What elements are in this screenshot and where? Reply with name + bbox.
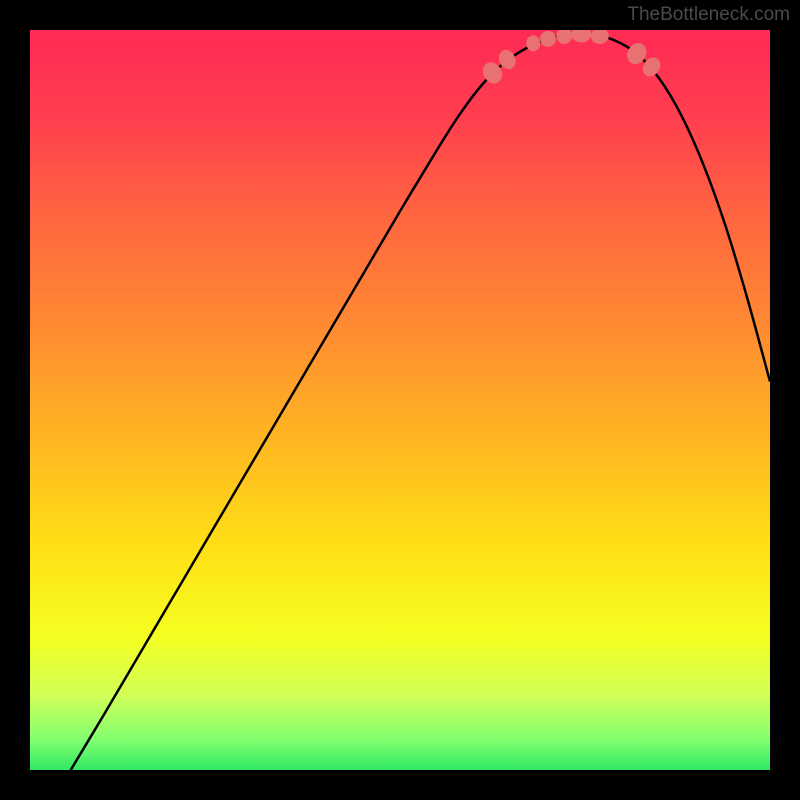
scatter-point [526,35,540,51]
chart-plot-area [30,30,770,770]
scatter-point [540,31,556,47]
watermark-text: TheBottleneck.com [627,4,790,26]
scatter-point [591,30,609,44]
scatter-point [556,30,572,44]
scatter-point [571,30,591,42]
scatter-points [30,30,770,770]
